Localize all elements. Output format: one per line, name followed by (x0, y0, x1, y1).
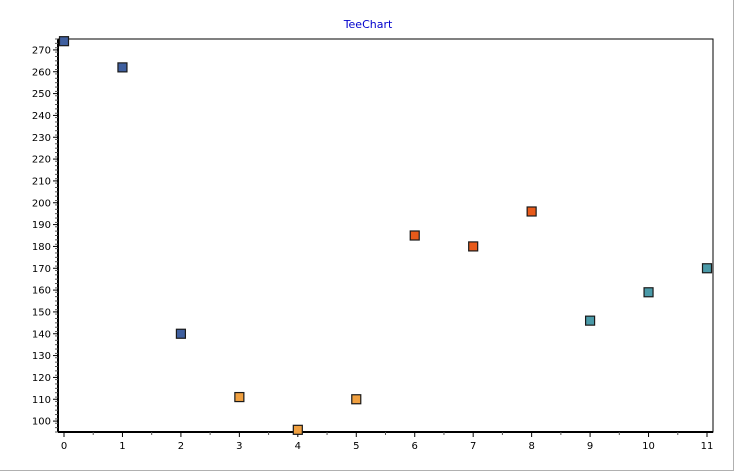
y-tick-label: 240 (32, 111, 51, 122)
data-points (58, 36, 713, 435)
x-tick-label: 0 (61, 441, 67, 452)
x-tick-label: 10 (642, 441, 655, 452)
y-tick-label: 170 (32, 264, 51, 275)
plot-area (57, 38, 714, 433)
x-tick-label: 3 (236, 441, 242, 452)
y-tick-label: 200 (32, 198, 51, 209)
y-tick-label: 100 (32, 417, 51, 428)
data-point (175, 328, 187, 339)
x-tick-label: 11 (701, 441, 714, 452)
data-point (234, 391, 245, 403)
x-tick-label: 9 (587, 441, 593, 452)
y-tick-label: 160 (32, 286, 51, 297)
data-point (117, 62, 128, 73)
x-tick-label: 1 (119, 441, 125, 452)
y-tick-label: 230 (32, 133, 51, 144)
chart-title: TeeChart (343, 18, 393, 31)
x-tick-label: 2 (178, 441, 184, 452)
data-point (701, 263, 713, 274)
y-tick-label: 140 (32, 329, 51, 340)
y-tick-label: 130 (32, 351, 51, 362)
data-point (409, 230, 420, 241)
data-point (468, 241, 479, 252)
x-tick-label: 4 (295, 441, 301, 452)
y-tick-label: 250 (32, 89, 51, 100)
y-tick-label: 120 (32, 373, 51, 384)
x-axis-ticks: 0 1 2 3 4 5 6 7 8 9 10 11 (61, 432, 714, 452)
y-tick-label: 210 (32, 176, 51, 187)
x-tick-label: 7 (470, 441, 476, 452)
x-tick-label: 8 (528, 441, 534, 452)
y-tick-label: 150 (32, 307, 51, 318)
data-point (351, 394, 362, 405)
data-point (58, 36, 70, 47)
x-tick-label: 6 (412, 441, 418, 452)
x-tick-label: 5 (353, 441, 359, 452)
y-tick-label: 270 (32, 45, 51, 56)
y-tick-label: 260 (32, 67, 51, 78)
y-axis-ticks: 100 110 120 130 140 150 160 170 180 190 200 210 220 2… (32, 38, 58, 433)
y-tick-label: 220 (32, 155, 51, 166)
data-point (526, 206, 537, 217)
y-tick-label: 180 (32, 242, 51, 253)
data-point (292, 424, 303, 435)
data-point (584, 315, 596, 326)
y-tick-label: 190 (32, 220, 51, 231)
data-point (643, 287, 654, 298)
y-tick-label: 110 (32, 395, 51, 406)
